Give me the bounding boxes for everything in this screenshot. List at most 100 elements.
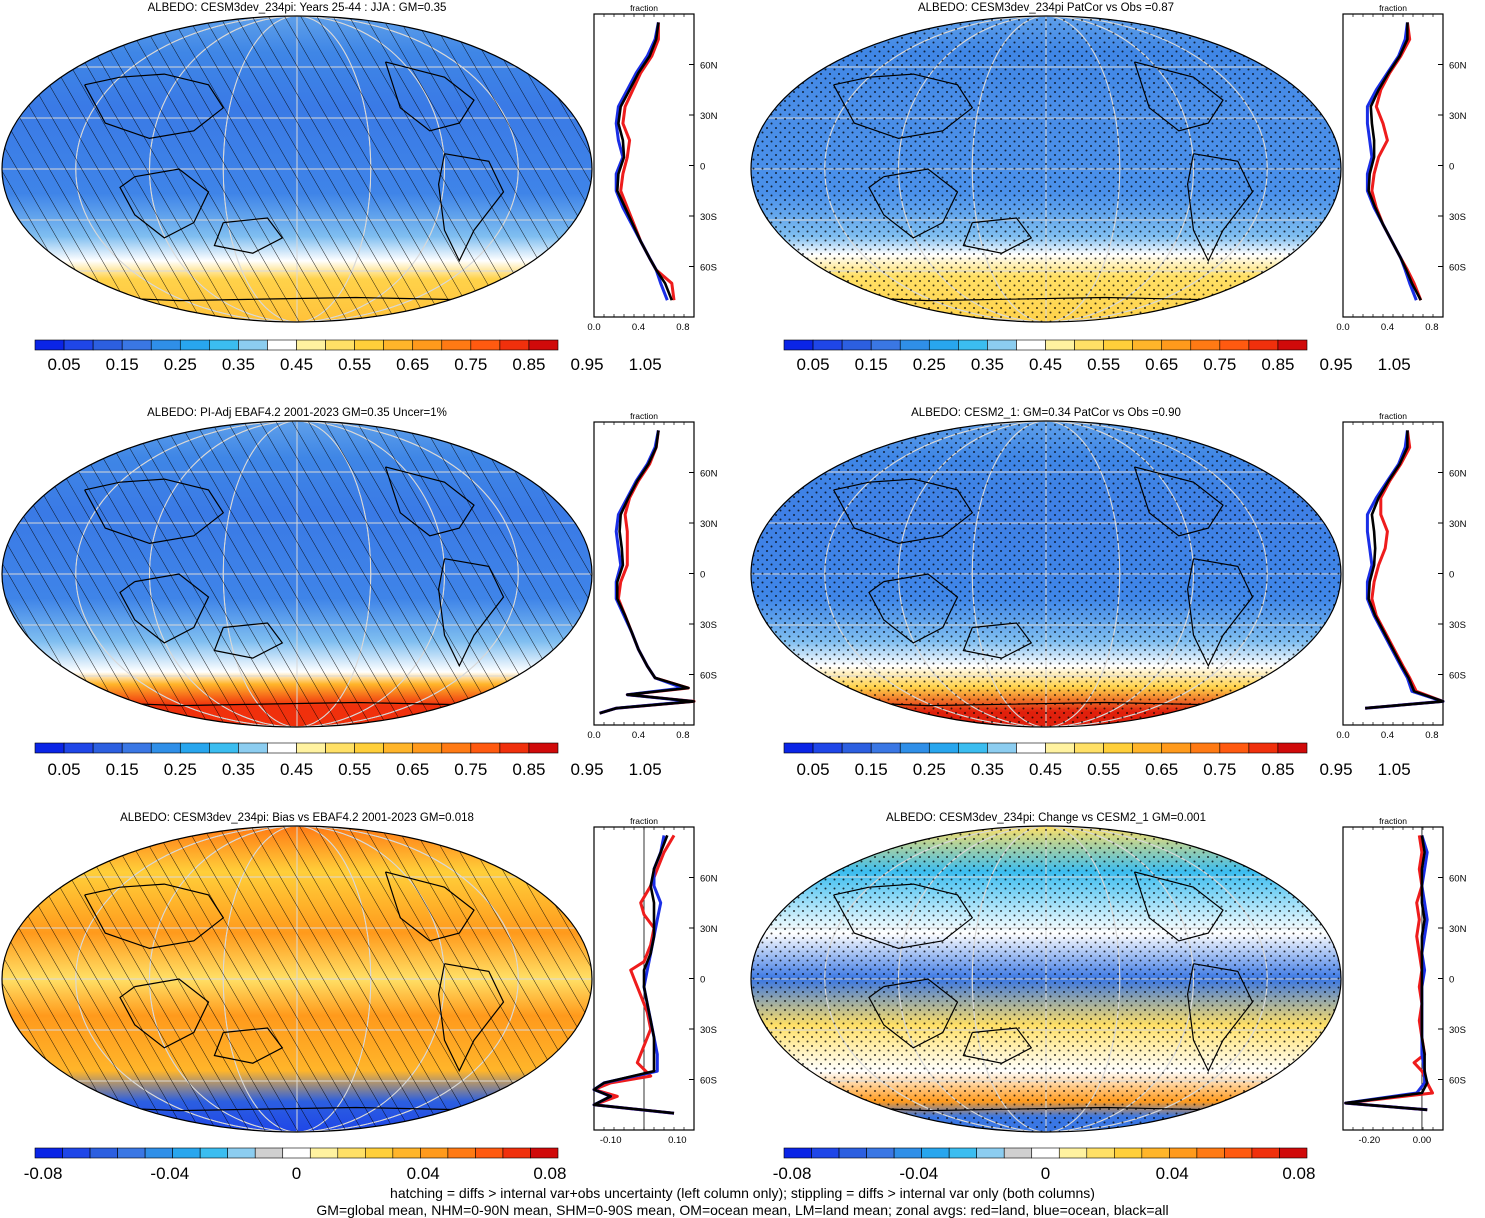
coastline: [84, 478, 225, 545]
colorbar-swatch: [899, 742, 930, 754]
colorbar-tick-label: 0.25: [913, 760, 946, 779]
colorbar-tick-label: 0.75: [1203, 760, 1236, 779]
coastline: [1133, 466, 1224, 537]
colorbar-swatch: [812, 339, 843, 351]
panel-title: ALBEDO: CESM3dev_234pi: Change vs CESM2_…: [886, 812, 1206, 824]
colorbar-tick-label: 0.05: [797, 760, 830, 779]
stippling-overlay: [751, 826, 1341, 1132]
colorbar-tick-label: 0.65: [396, 760, 429, 779]
panel-title: ALBEDO: PI-Adj EBAF4.2 2001-2023 GM=0.35…: [147, 407, 447, 419]
zonal-ytick-label: 30S: [1449, 620, 1466, 631]
colorbar-tick-label: 0.45: [280, 355, 313, 374]
zonal-ytick-label: 60N: [1449, 469, 1467, 480]
colorbar-tick-label: 0.04: [407, 1164, 440, 1183]
colorbar-tick-label: 0.45: [1029, 355, 1062, 374]
coastline: [84, 73, 225, 140]
colorbar-swatch: [63, 339, 94, 351]
zonal-xtick-label: 0.0: [587, 322, 600, 333]
zonal-xtick-label: 0.8: [676, 322, 689, 333]
map-outline: [750, 825, 1342, 1133]
zonal-plot-frame: [1342, 13, 1444, 318]
colorbar-tick-label: 0.15: [106, 760, 139, 779]
colorbar-swatch: [209, 742, 239, 754]
colorbar-tick-label: 0.15: [106, 355, 139, 374]
colorbar-swatch: [117, 1147, 146, 1159]
colorbar-swatch: [499, 339, 530, 351]
colorbar-swatch: [383, 339, 414, 351]
colorbar-tick-label: 0: [1041, 1164, 1050, 1183]
colorbar-tick-label: 0.65: [396, 355, 429, 374]
coastline: [384, 61, 475, 132]
colorbar-swatch: [296, 742, 326, 754]
colorbar-tick-label: 0.15: [855, 760, 888, 779]
colorbar-swatch: [179, 339, 210, 351]
coastline: [1133, 61, 1224, 132]
colorbar-swatch: [528, 742, 559, 754]
zonal-ytick-label: 30S: [700, 620, 717, 631]
zonal-ytick-label: 30N: [700, 519, 718, 530]
colorbar-swatch: [958, 339, 988, 351]
zonal-ytick-label: 0: [1449, 975, 1454, 986]
zonal-xtick-label: 0.0: [587, 730, 600, 741]
colorbar-swatch: [420, 1147, 449, 1159]
colorbar-swatch: [354, 742, 384, 754]
colorbar-tick-label: -0.04: [899, 1164, 938, 1183]
stippling-overlay: [751, 421, 1341, 727]
colorbar-swatch: [267, 339, 297, 351]
zonal-ytick-label: 0: [700, 162, 705, 173]
zonal-series-black: [616, 22, 674, 301]
map-field: [2, 826, 592, 1132]
coastline: [962, 622, 1033, 659]
hatching-overlay: [2, 16, 592, 322]
colorbar-swatch: [1016, 742, 1046, 754]
panel-2: ALBEDO: CESM3dev_234pi PatCor vs Obs =0.…: [750, 2, 1467, 374]
colorbar-swatch: [1074, 339, 1104, 351]
colorbar-swatch: [441, 742, 472, 754]
colorbar-swatch: [958, 742, 988, 754]
panel-4: ALBEDO: CESM2_1: GM=0.34 PatCor vs Obs =…: [750, 407, 1467, 779]
colorbar-tick-label: 0.65: [1145, 355, 1178, 374]
map-field: [2, 16, 592, 322]
colorbar-tick-label: 0.55: [1087, 355, 1120, 374]
colorbar-swatch: [254, 1147, 284, 1159]
colorbar-tick-label: 0.85: [512, 355, 545, 374]
colorbar-tick-label: 0.95: [1320, 355, 1353, 374]
colorbar-swatch: [1045, 742, 1075, 754]
colorbar-tick-label: 0.05: [48, 355, 81, 374]
map-field: [2, 421, 592, 727]
zonal-xtick-label: 0.4: [632, 322, 645, 333]
colorbar-swatch: [1161, 339, 1192, 351]
colorbar-swatch: [783, 1147, 812, 1159]
colorbar-swatch: [841, 339, 872, 351]
panel-5: ALBEDO: CESM3dev_234pi: Bias vs EBAF4.2 …: [1, 812, 718, 1183]
map-outline: [1, 420, 593, 728]
coastline: [1186, 558, 1254, 668]
colorbar-swatch: [1224, 1147, 1253, 1159]
zonal-xtick-label: 0.4: [1381, 322, 1394, 333]
zonal-xtick-label: 0.4: [632, 730, 645, 741]
zonal-ytick-label: 60S: [1449, 1076, 1466, 1087]
colorbar-tick-label: 0.85: [1261, 760, 1294, 779]
colorbar-swatch: [63, 742, 94, 754]
zonal-ytick-label: 60S: [1449, 671, 1466, 682]
colorbar-swatch: [150, 339, 181, 351]
colorbar-swatch: [470, 742, 501, 754]
colorbar-tick-label: 0.35: [971, 760, 1004, 779]
colorbar-swatch: [150, 742, 181, 754]
colorbar-swatch: [530, 1147, 559, 1159]
zonal-ytick-label: 60N: [1449, 874, 1467, 885]
coastline: [84, 883, 225, 950]
coastline: [1186, 963, 1254, 1073]
footer-line-1: hatching = diffs > internal var+obs unce…: [390, 1185, 1095, 1201]
zonal-xtick-label: -0.20: [1358, 1135, 1380, 1146]
colorbar-swatch: [238, 339, 268, 351]
colorbar-tick-label: 0.05: [797, 355, 830, 374]
colorbar-swatch: [502, 1147, 531, 1159]
coastline: [833, 883, 974, 950]
colorbar-swatch: [928, 742, 959, 754]
colorbar-swatch: [528, 339, 559, 351]
colorbar-tick-label: 0.65: [1145, 760, 1178, 779]
colorbar-tick-label: 0.95: [571, 760, 604, 779]
colorbar-tick-label: 0.75: [454, 760, 487, 779]
colorbar-swatch: [1141, 1147, 1170, 1159]
